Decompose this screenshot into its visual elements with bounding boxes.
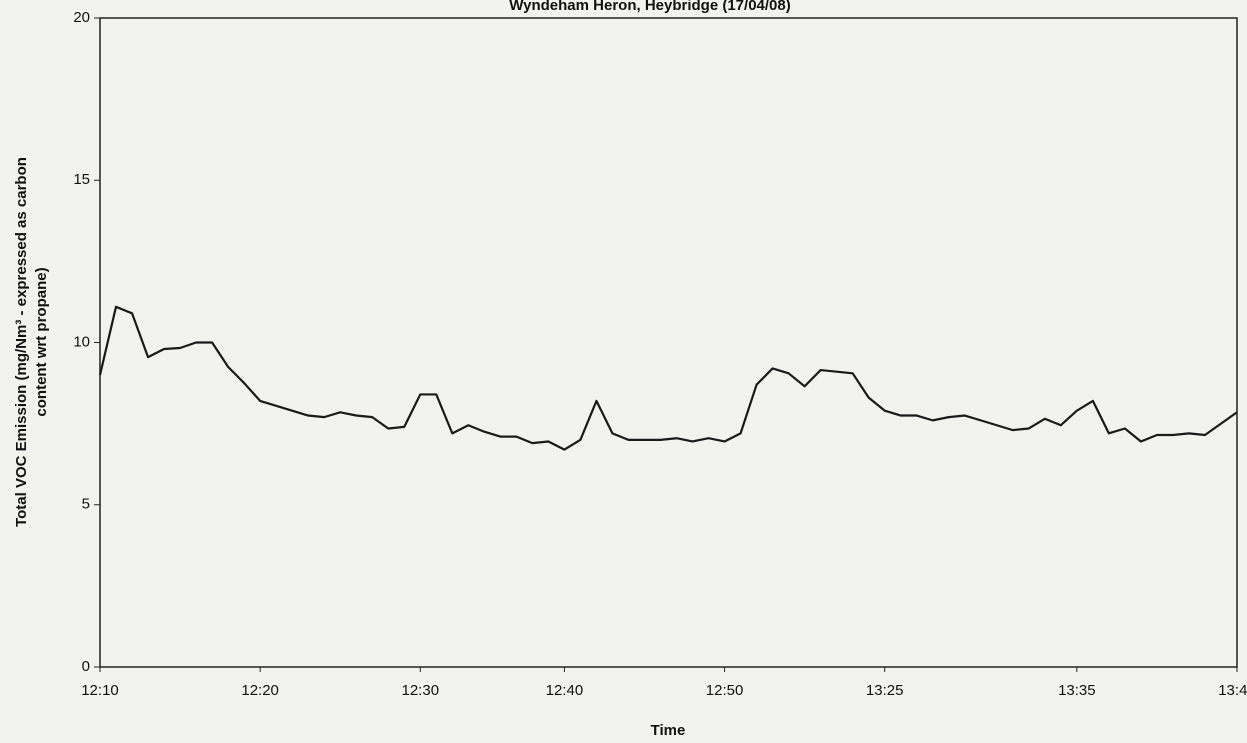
x-tick-label: 12:50	[706, 682, 744, 699]
x-axis-label: Time	[651, 722, 686, 739]
x-tick-label: 12:20	[241, 682, 279, 699]
x-tick-label: 13:45	[1218, 682, 1247, 699]
x-tick-label: 12:40	[546, 682, 584, 699]
y-tick-label: 0	[82, 658, 90, 675]
y-tick-label: 20	[73, 9, 90, 26]
y-tick-label: 5	[82, 496, 90, 513]
x-tick-label: 13:25	[866, 682, 904, 699]
y-axis-label-line: content wrt propane)	[33, 267, 50, 416]
y-axis-label-line: Total VOC Emission (mg/Nm³ - expressed a…	[13, 157, 30, 527]
x-tick-label: 13:35	[1058, 682, 1096, 699]
chart-title: Wyndeham Heron, Heybridge (17/04/08)	[509, 0, 790, 14]
y-axis-label: Total VOC Emission (mg/Nm³ - expressed a…	[13, 157, 50, 527]
x-tick-label: 12:30	[402, 682, 440, 699]
x-tick-label: 12:10	[81, 682, 119, 699]
data-line	[98, 305, 1238, 451]
y-tick-label: 15	[73, 171, 90, 188]
y-tick-label: 10	[73, 333, 90, 350]
